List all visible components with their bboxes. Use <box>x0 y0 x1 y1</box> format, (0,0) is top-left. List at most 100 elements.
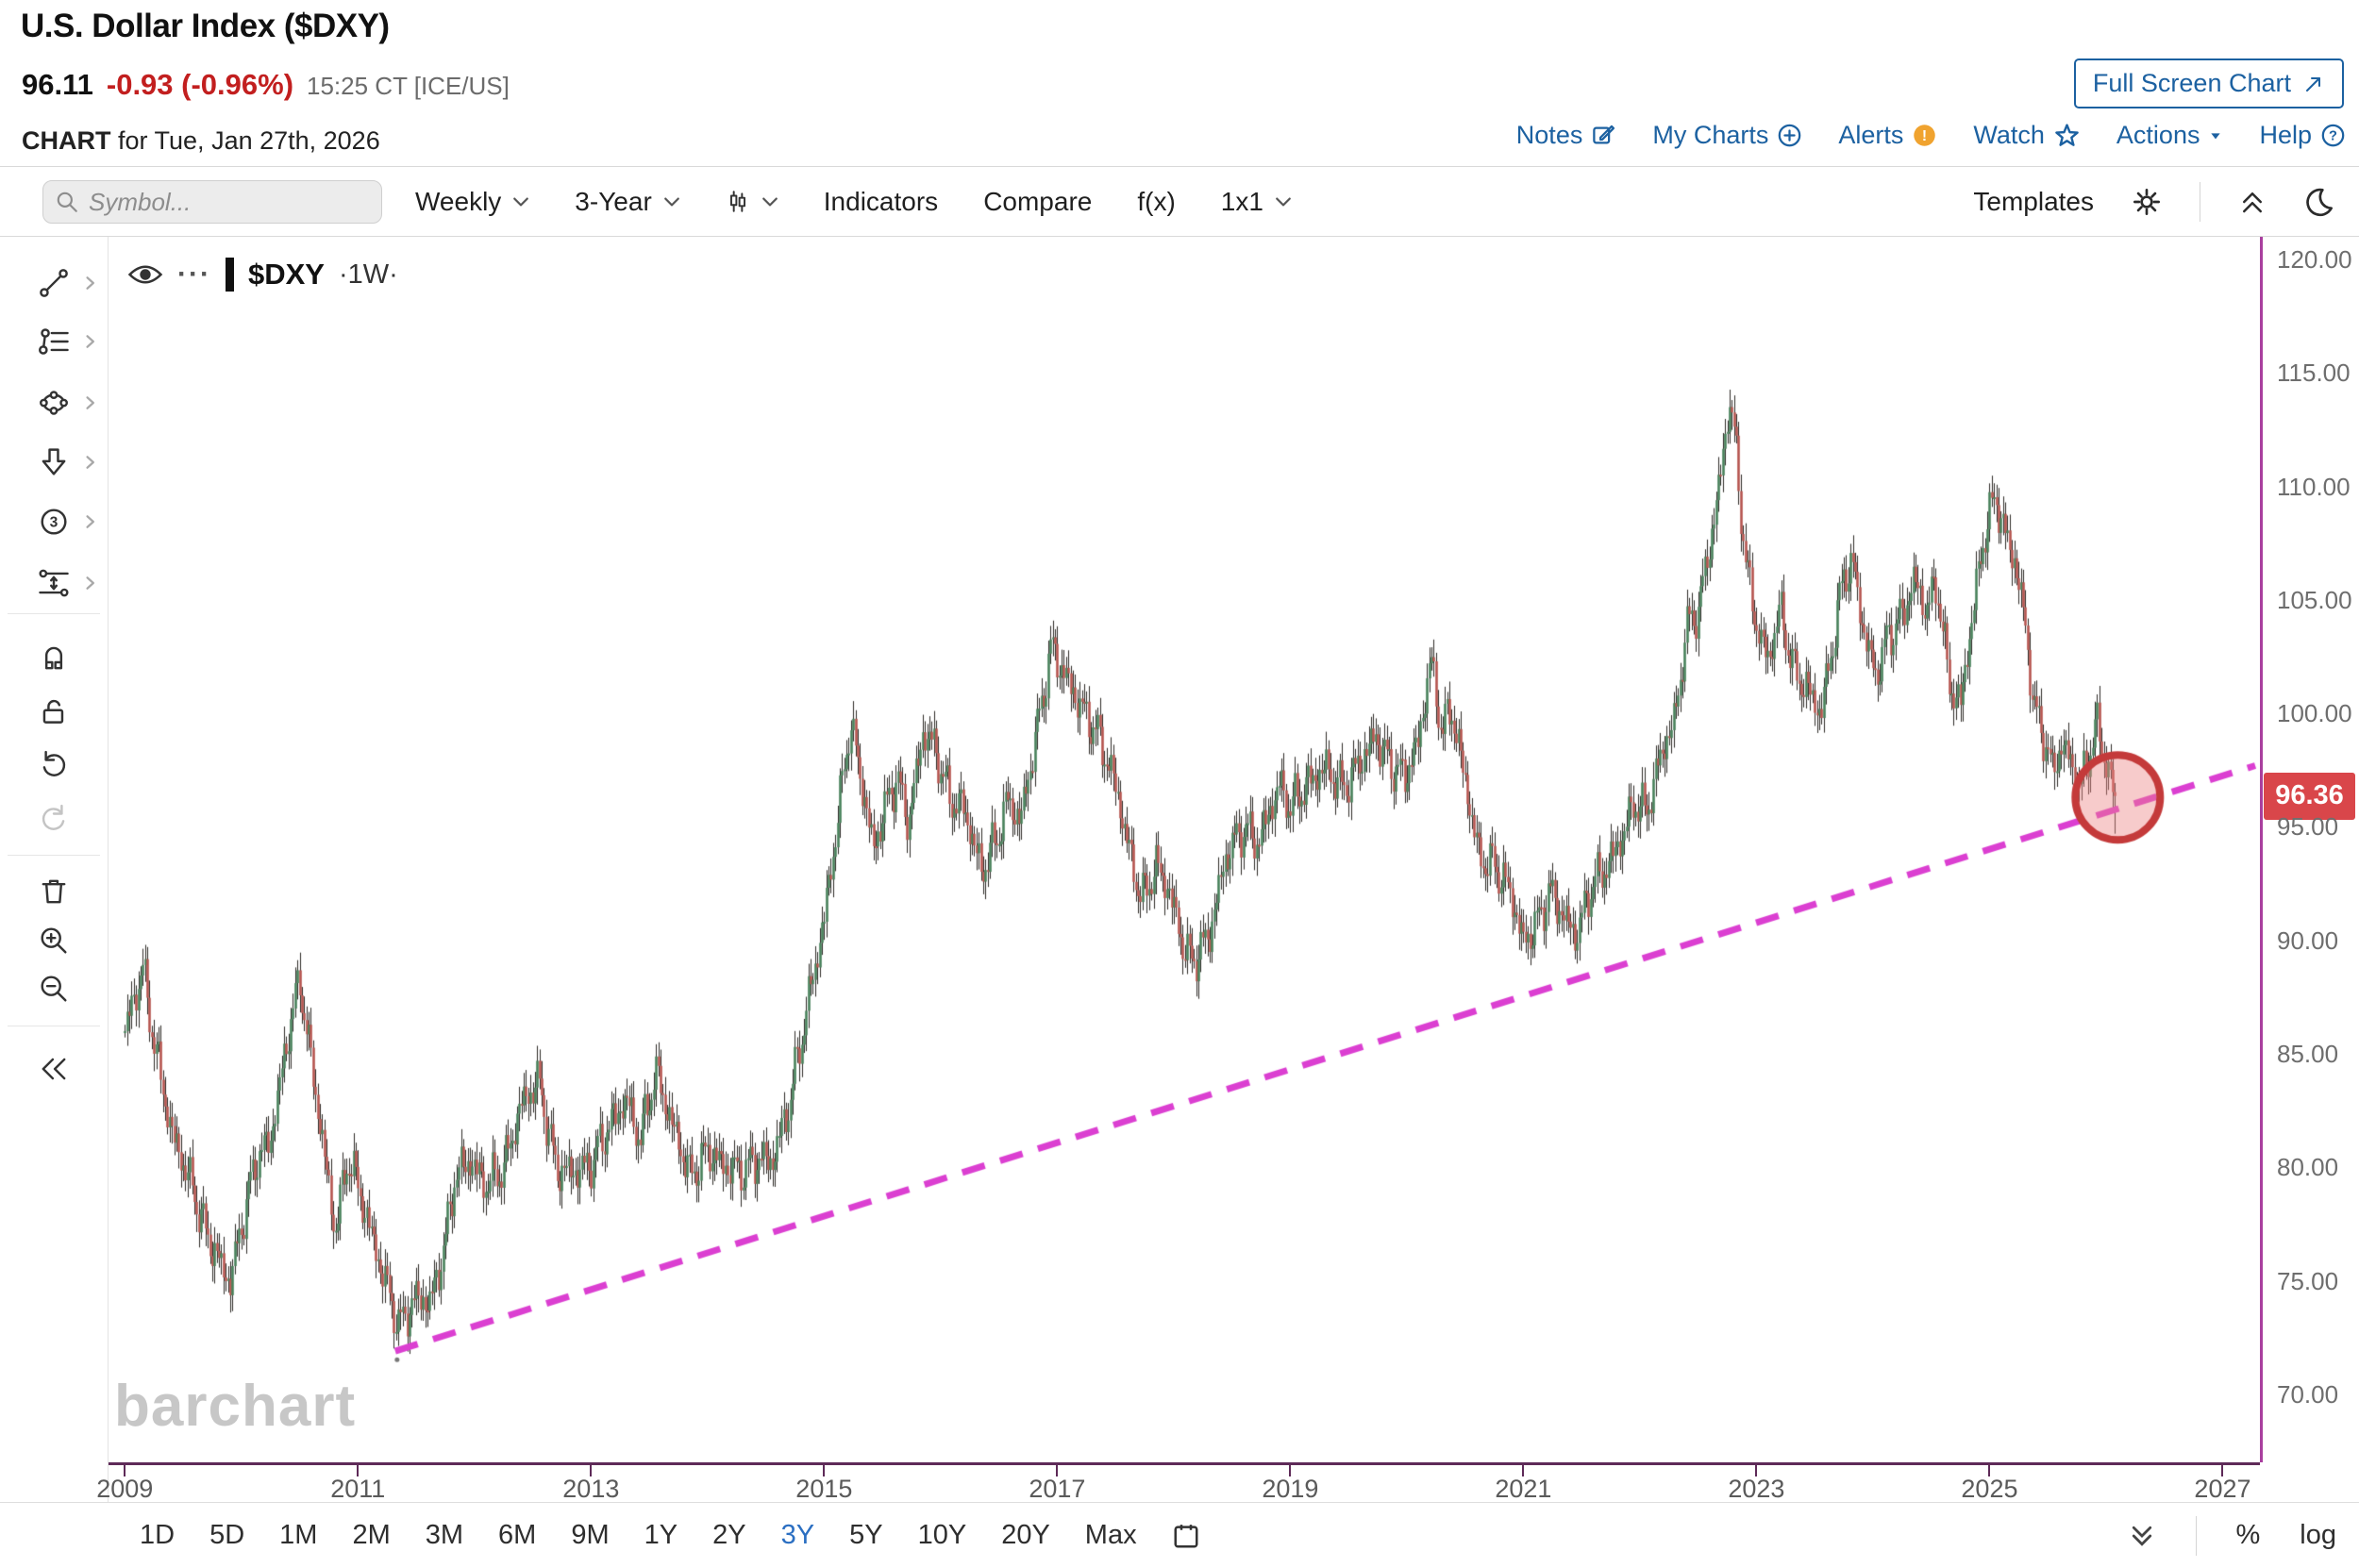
expand-panel-icon[interactable] <box>2128 1522 2156 1550</box>
chart-canvas[interactable] <box>109 237 2260 1462</box>
time-axis[interactable]: 2009 2011 2013 2015 2017 2019 2021 2023 2025 2027 <box>96 1462 2260 1503</box>
x-axis-label: 2015 <box>795 1475 853 1503</box>
chevron-down-icon <box>663 196 680 208</box>
range-button-3y[interactable]: 3Y <box>780 1520 815 1550</box>
calendar-icon[interactable] <box>1172 1522 1200 1550</box>
magnet-mode-button[interactable] <box>0 631 108 684</box>
y-axis-label: 100.00 <box>2277 699 2352 728</box>
undo-button[interactable] <box>0 738 108 791</box>
arrow-annotation-tool[interactable] <box>0 436 108 489</box>
x-axis-label: 2023 <box>1728 1475 1785 1503</box>
shapes-tool[interactable] <box>0 376 108 429</box>
x-axis-label: 2019 <box>1262 1475 1319 1503</box>
header-link-label: Help <box>2259 121 2312 149</box>
x-axis-label: 2009 <box>96 1475 154 1503</box>
range-button-1d[interactable]: 1D <box>140 1520 176 1550</box>
header-divider <box>0 166 2359 167</box>
grid-layout-dropdown[interactable]: 1x1 <box>1221 187 1292 217</box>
symbol-search-input[interactable] <box>89 187 353 217</box>
chevron-right-icon <box>83 514 98 529</box>
zoom-out-button[interactable] <box>0 962 108 1015</box>
parallel-channel-icon <box>36 565 72 601</box>
collapse-toolbar-icon[interactable] <box>2238 188 2267 216</box>
trash-icon <box>36 874 72 909</box>
x-axis-tick <box>590 1465 593 1476</box>
range-button-max[interactable]: Max <box>1084 1520 1137 1550</box>
chevron-down-icon <box>761 196 778 208</box>
price-axis[interactable]: 96.36 120.00 115.00 110.00 105.00 100.00 95.0… <box>2260 237 2359 1462</box>
indicators-button[interactable]: Indicators <box>824 187 938 217</box>
barchart-watermark: barchart <box>114 1374 357 1439</box>
footer-divider-bar <box>2195 1515 2197 1556</box>
range-button-2y[interactable]: 2Y <box>712 1520 746 1550</box>
unlock-drawings-button[interactable] <box>0 686 108 739</box>
templates-button[interactable]: Templates <box>1973 187 2094 217</box>
legend-symbol: $DXY <box>247 258 325 291</box>
range-dropdown[interactable]: 3-Year <box>575 187 679 217</box>
undo-icon <box>36 746 72 782</box>
percent-scale-button[interactable]: % <box>2235 1520 2261 1550</box>
fib-lines-icon <box>36 324 72 359</box>
notes-icon <box>1591 123 1616 148</box>
trend-line-tool[interactable] <box>0 257 108 309</box>
symbol-search[interactable] <box>42 180 382 224</box>
range-button-9m[interactable]: 9M <box>571 1520 610 1550</box>
number-annotation-tool[interactable]: 3 <box>0 495 108 548</box>
arrow-down-icon <box>36 444 72 480</box>
header-link-my-charts[interactable]: My Charts <box>1652 121 1802 150</box>
delete-drawings-button[interactable] <box>0 865 108 918</box>
range-button-10y[interactable]: 10Y <box>917 1520 967 1550</box>
fibonacci-tool[interactable] <box>0 315 108 368</box>
header-link-notes[interactable]: Notes <box>1516 121 1617 150</box>
svg-text:3: 3 <box>50 515 59 531</box>
range-button-6m[interactable]: 6M <box>498 1520 537 1550</box>
range-button-5d[interactable]: 5D <box>209 1520 245 1550</box>
y-axis-label: 110.00 <box>2277 472 2351 501</box>
log-scale-button[interactable]: log <box>2300 1520 2336 1550</box>
visibility-eye-icon[interactable] <box>127 262 163 287</box>
redo-button[interactable] <box>0 792 108 844</box>
compare-button[interactable]: Compare <box>983 187 1092 217</box>
fx-button[interactable]: f(x) <box>1137 187 1175 217</box>
full-screen-chart-button[interactable]: Full Screen Chart <box>2073 58 2344 108</box>
dark-mode-moon-icon[interactable] <box>2304 187 2334 217</box>
range-button-5y[interactable]: 5Y <box>849 1520 883 1550</box>
circled-number-icon: 3 <box>36 504 72 540</box>
range-button-1m[interactable]: 1M <box>279 1520 318 1550</box>
header-links: Notes My Charts Alerts! Watch Actions Help? <box>1516 121 2346 150</box>
star-icon <box>2053 122 2081 149</box>
range-button-2m[interactable]: 2M <box>352 1520 391 1550</box>
svg-text:?: ? <box>2329 129 2337 144</box>
header-link-help[interactable]: Help? <box>2259 121 2346 150</box>
redo-icon <box>36 800 72 836</box>
range-button-20y[interactable]: 20Y <box>1001 1520 1050 1550</box>
settings-gear-icon[interactable] <box>2132 187 2162 217</box>
zoom-in-icon <box>36 923 72 959</box>
zoom-in-button[interactable] <box>0 914 108 967</box>
timeframe-bar: 1D 5D 1M 2M 3M 6M 9M 1Y 2Y 3Y 5Y 10Y 20Y Max % log <box>0 1503 2359 1568</box>
range-button-1y[interactable]: 1Y <box>644 1520 678 1550</box>
parallel-channel-tool[interactable] <box>0 557 108 609</box>
x-axis-label: 2013 <box>562 1475 620 1503</box>
period-dropdown[interactable]: Weekly <box>415 187 529 217</box>
collapse-left-icon <box>36 1051 72 1087</box>
header-link-alerts[interactable]: Alerts! <box>1838 121 1937 150</box>
grid-layout-label: 1x1 <box>1220 187 1263 216</box>
legend-interval: ·1W· <box>338 259 398 290</box>
x-axis-tick <box>1056 1465 1059 1476</box>
alert-badge-icon: ! <box>1912 123 1937 148</box>
header-link-actions[interactable]: Actions <box>2116 121 2224 150</box>
collapse-sidebar-button[interactable] <box>0 1043 108 1095</box>
x-axis-tick <box>124 1465 126 1476</box>
range-button-3m[interactable]: 3M <box>425 1520 464 1550</box>
header-link-watch[interactable]: Watch <box>1973 121 2081 150</box>
x-axis-tick <box>1988 1465 1991 1476</box>
header-link-label: Actions <box>2116 121 2200 149</box>
chevron-right-icon <box>83 575 98 591</box>
ellipse-nodes-icon <box>36 385 72 421</box>
chart-type-dropdown[interactable] <box>726 189 778 215</box>
more-options-icon[interactable]: ··· <box>177 259 211 290</box>
caret-down-icon <box>2208 128 2223 143</box>
header-link-label: Notes <box>1515 121 1583 149</box>
quote-row: 96.11 -0.93 (-0.96%) 15:25 CT [ICE/US] <box>22 68 510 102</box>
